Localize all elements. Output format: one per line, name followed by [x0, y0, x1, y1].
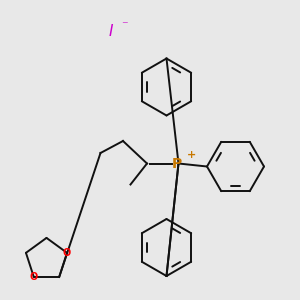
Text: +: +: [187, 150, 196, 160]
Text: O: O: [63, 248, 71, 258]
Text: P: P: [172, 157, 182, 170]
Text: I: I: [109, 24, 113, 39]
Text: ⁻: ⁻: [121, 20, 128, 33]
Text: O: O: [30, 272, 38, 282]
